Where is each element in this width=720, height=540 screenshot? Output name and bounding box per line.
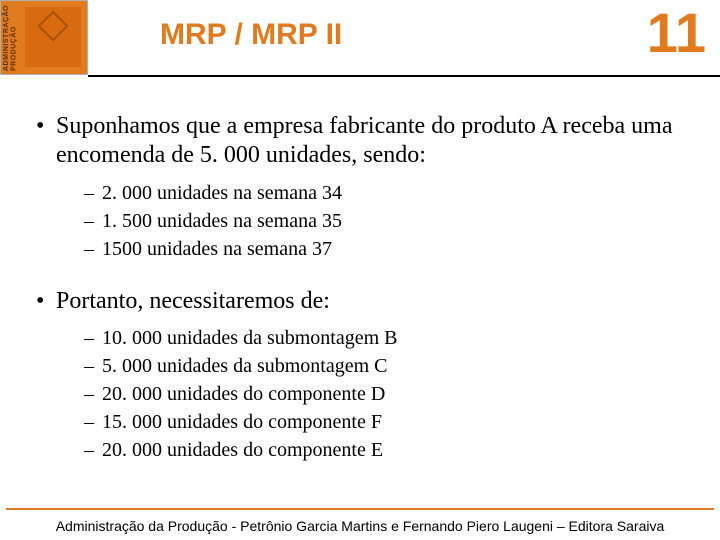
book-diamond-icon (37, 10, 68, 41)
title-underline (88, 75, 720, 77)
bullet-1: Suponhamos que a empresa fabricante do p… (32, 112, 694, 171)
footer-text: Administração da Produção - Petrônio Gar… (0, 518, 720, 534)
sub-item: 1. 500 unidades na semana 35 (84, 207, 694, 235)
book-thumbnail: ADMINISTRAÇÃOPRODUÇÃO (0, 0, 88, 75)
slide-number: 11 (647, 0, 706, 65)
slide-title: MRP / MRP II (160, 18, 342, 52)
sub-item: 20. 000 unidades do componente E (84, 436, 694, 464)
bullet-2: Portanto, necessitaremos de: (32, 287, 694, 316)
sub-item: 2. 000 unidades na semana 34 (84, 179, 694, 207)
slide-content: Suponhamos que a empresa fabricante do p… (0, 80, 720, 464)
sub-item: 20. 000 unidades do componente D (84, 380, 694, 408)
sub-item: 5. 000 unidades da submontagem C (84, 352, 694, 380)
book-inner (25, 7, 81, 67)
bullet-2-sublist: 10. 000 unidades da submontagem B 5. 000… (84, 324, 694, 464)
bullet-1-sublist: 2. 000 unidades na semana 34 1. 500 unid… (84, 179, 694, 263)
sub-item: 15. 000 unidades do componente F (84, 408, 694, 436)
sub-item: 1500 unidades na semana 37 (84, 235, 694, 263)
slide-header: ADMINISTRAÇÃOPRODUÇÃO MRP / MRP II 11 (0, 0, 720, 80)
sub-item: 10. 000 unidades da submontagem B (84, 324, 694, 352)
book-spine-text: ADMINISTRAÇÃOPRODUÇÃO (3, 5, 18, 71)
footer-rule (6, 508, 714, 510)
